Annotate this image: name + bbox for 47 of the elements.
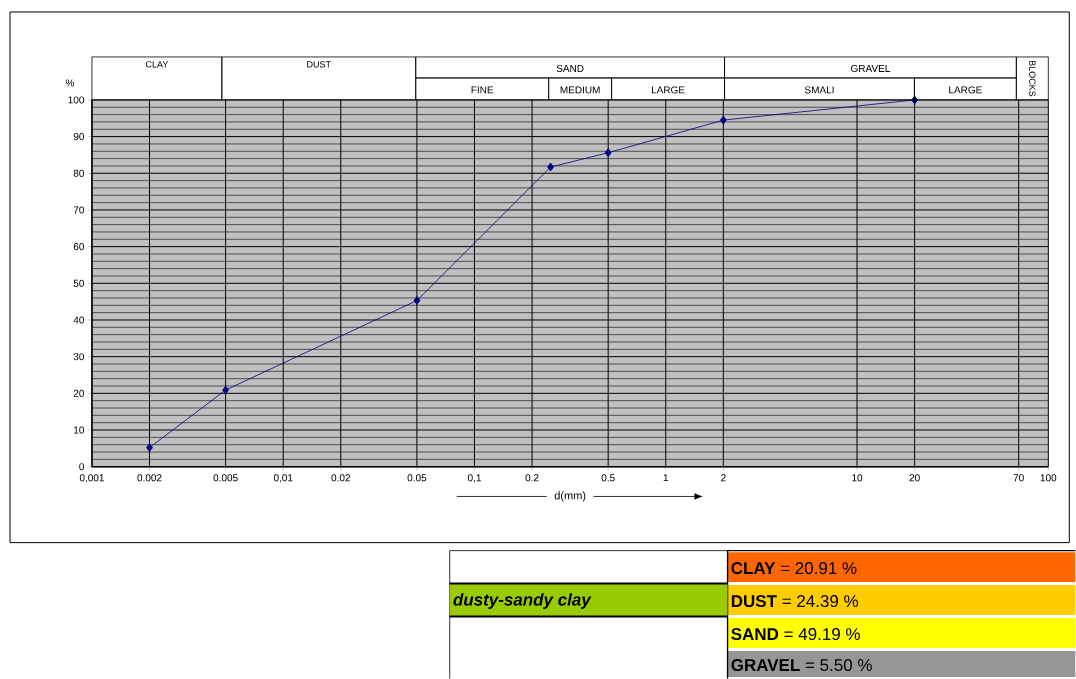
text: MEDIUM <box>560 86 600 94</box>
x-tick-label: 100 <box>1040 474 1057 482</box>
x-tick-label: 0.5 <box>601 474 615 482</box>
y-tick-label: 100 <box>68 96 85 104</box>
y-tick-label: 60 <box>73 242 85 251</box>
x-tick-label: 0,1 <box>467 474 481 483</box>
x-tick-label: 0,01 <box>273 474 293 483</box>
category-label: DUST <box>731 594 777 607</box>
y-tick-label: 40 <box>73 316 85 324</box>
text: = 20.91 % <box>780 561 857 575</box>
x-tick-label: 70 <box>1013 474 1024 482</box>
x-tick-label: 0.002 <box>137 474 162 482</box>
y-tick-label: 90 <box>73 132 85 141</box>
category-label: CLAY <box>731 561 776 575</box>
y-tick-label: 30 <box>73 353 85 361</box>
x-axis-title: d(mm) <box>554 491 586 502</box>
category-label: GRAVEL <box>731 658 800 671</box>
x-tick-label: 0.2 <box>525 474 539 482</box>
y-tick-label: 70 <box>73 206 85 214</box>
text: BLOCKS <box>1029 60 1036 97</box>
text: FINE <box>471 86 494 94</box>
x-tick-label: 0.05 <box>407 474 427 482</box>
x-tick-label: 2 <box>721 474 726 482</box>
y-tick-label: 20 <box>73 389 85 397</box>
y-tick-label: 10 <box>74 426 85 434</box>
x-tick-label: 1 <box>663 474 669 481</box>
x-tick-label: 0.005 <box>213 474 238 482</box>
text: dusty-sandy clay <box>453 593 592 609</box>
y-tick-label: 0 <box>79 463 85 471</box>
text: = 24.39 % <box>782 594 859 607</box>
text: SAND <box>556 64 584 72</box>
text: LARGE <box>651 86 685 94</box>
y-axis-title: % <box>65 79 75 87</box>
text: SMALI <box>804 86 834 94</box>
y-tick-label: 80 <box>73 169 85 177</box>
y-tick-label: 50 <box>73 279 85 287</box>
text: GRAVEL <box>851 64 891 72</box>
text: LARGE <box>949 86 982 94</box>
text: CLAY <box>145 61 169 68</box>
x-tick-label: 0,001 <box>79 474 104 483</box>
text: = 49.19 % <box>784 627 860 640</box>
x-tick-label: 10 <box>852 474 863 482</box>
category-label: SAND <box>731 627 779 640</box>
text: DUST <box>307 61 331 68</box>
text: = 5.50 % <box>805 658 872 671</box>
x-tick-label: 20 <box>909 474 920 482</box>
x-tick-label: 0.02 <box>331 474 351 482</box>
